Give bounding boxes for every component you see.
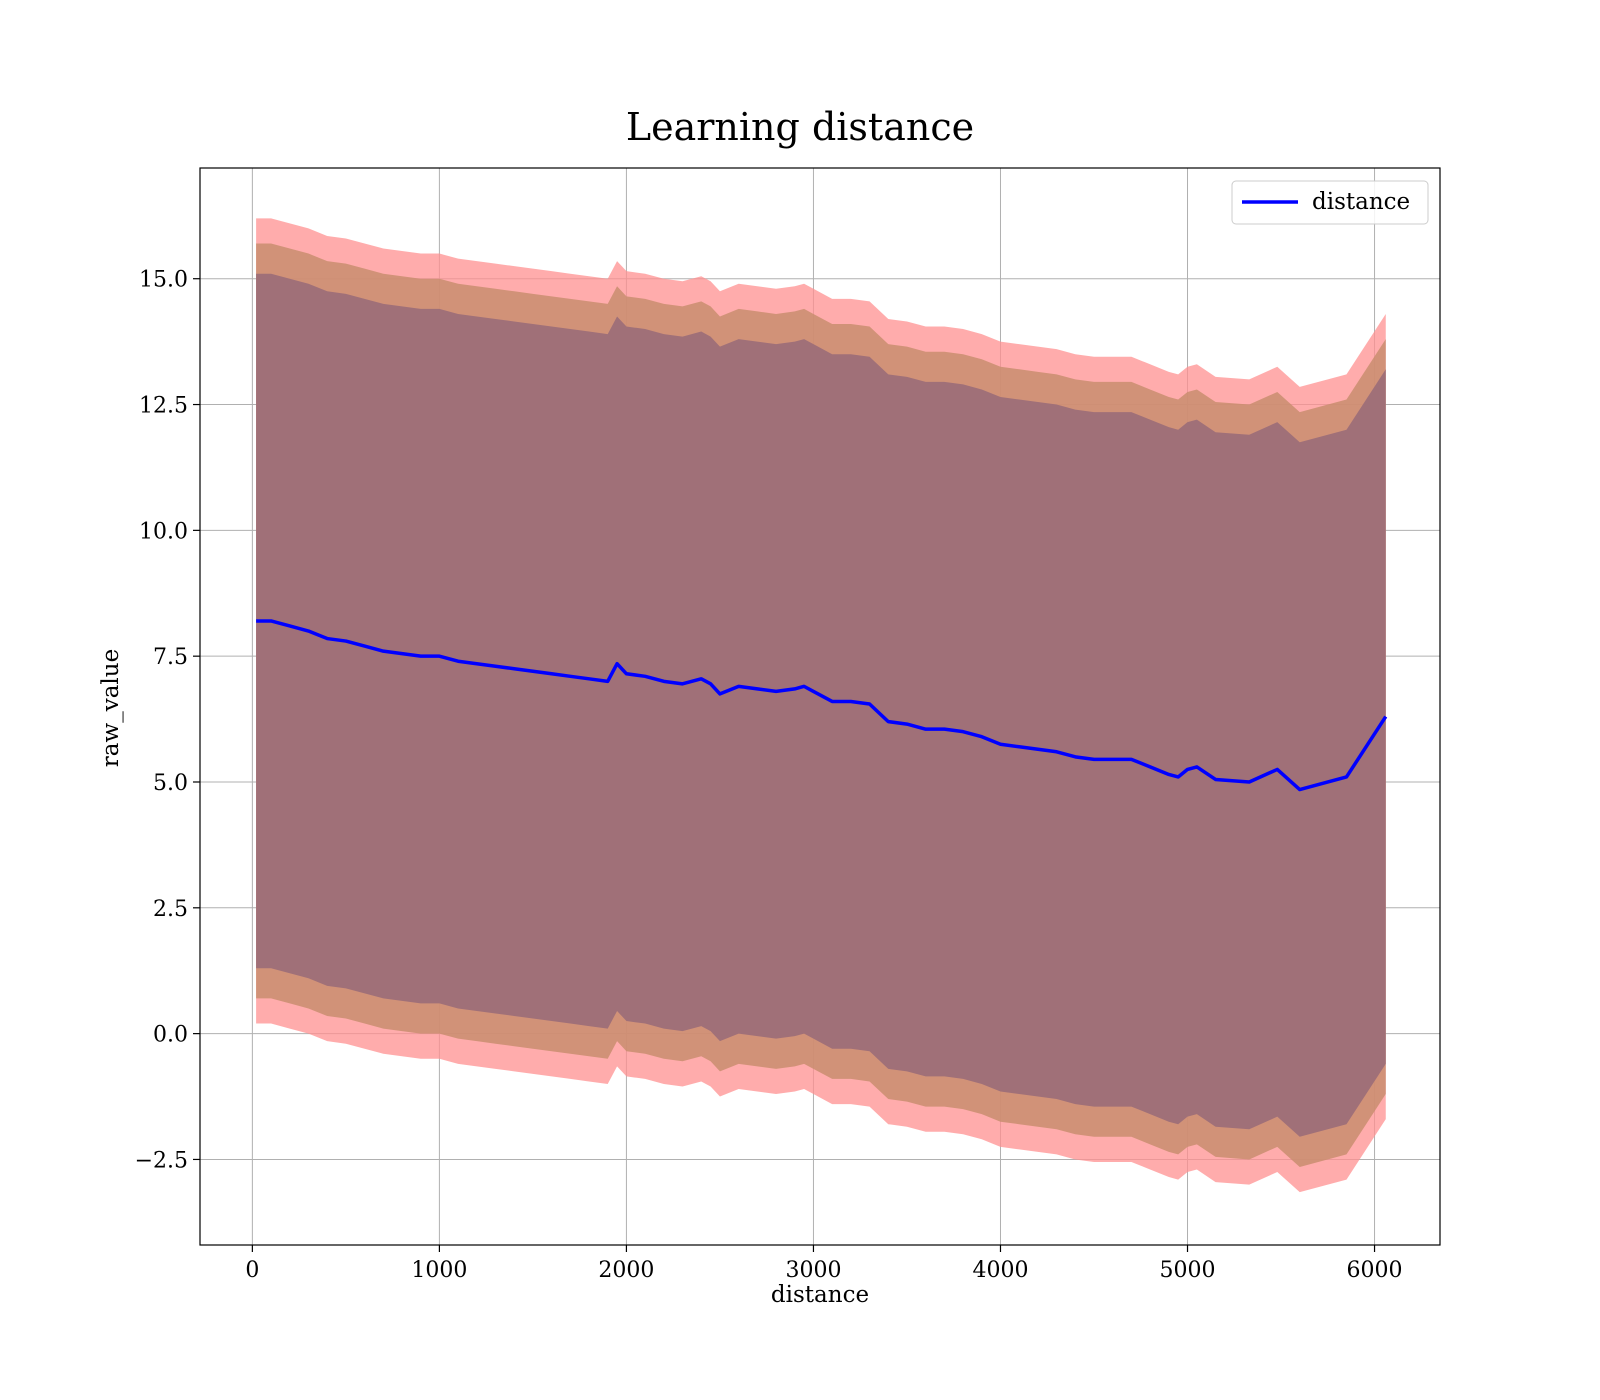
y-tick-label: 12.5: [139, 394, 188, 419]
y-axis-label: raw_value: [98, 649, 124, 767]
x-tick-label: 4000: [972, 1258, 1028, 1283]
x-axis-label: distance: [771, 1282, 869, 1308]
x-tick-label: 0: [245, 1258, 259, 1283]
x-tick-label: 2000: [598, 1258, 654, 1283]
legend-label-distance: distance: [1312, 189, 1410, 215]
x-axis-ticks: 0 1000 2000 3000 4000 5000 6000: [245, 1245, 1403, 1283]
series-lines: [256, 619, 1388, 792]
x-tick-label: 1000: [411, 1258, 467, 1283]
legend-box: [1231, 180, 1429, 225]
y-tick-label: 0.0: [153, 1023, 188, 1048]
chart-title: Learning distance: [626, 105, 974, 149]
y-tick-label: 7.5: [153, 645, 188, 670]
band-inner: [256, 273, 1386, 1137]
x-tick-label: 6000: [1347, 1258, 1403, 1283]
y-tick-label: 15.0: [139, 268, 188, 293]
y-axis-ticks: −2.5 0.0 2.5 5.0 7.5 10.0 12.5 15.0: [135, 268, 200, 1173]
plot-frame: [199, 167, 1441, 1246]
series-line-distance: [256, 619, 1388, 792]
plot-area: [200, 168, 1440, 1245]
y-tick-label: 10.0: [139, 519, 188, 544]
y-tick-label: 5.0: [153, 771, 188, 796]
y-tick-label: 2.5: [153, 897, 188, 922]
x-tick-label: 5000: [1160, 1258, 1216, 1283]
legend: distance: [1231, 180, 1429, 225]
x-tick-label: 3000: [785, 1258, 841, 1283]
confidence-bands: [256, 218, 1386, 1193]
y-tick-label: −2.5: [135, 1148, 188, 1173]
